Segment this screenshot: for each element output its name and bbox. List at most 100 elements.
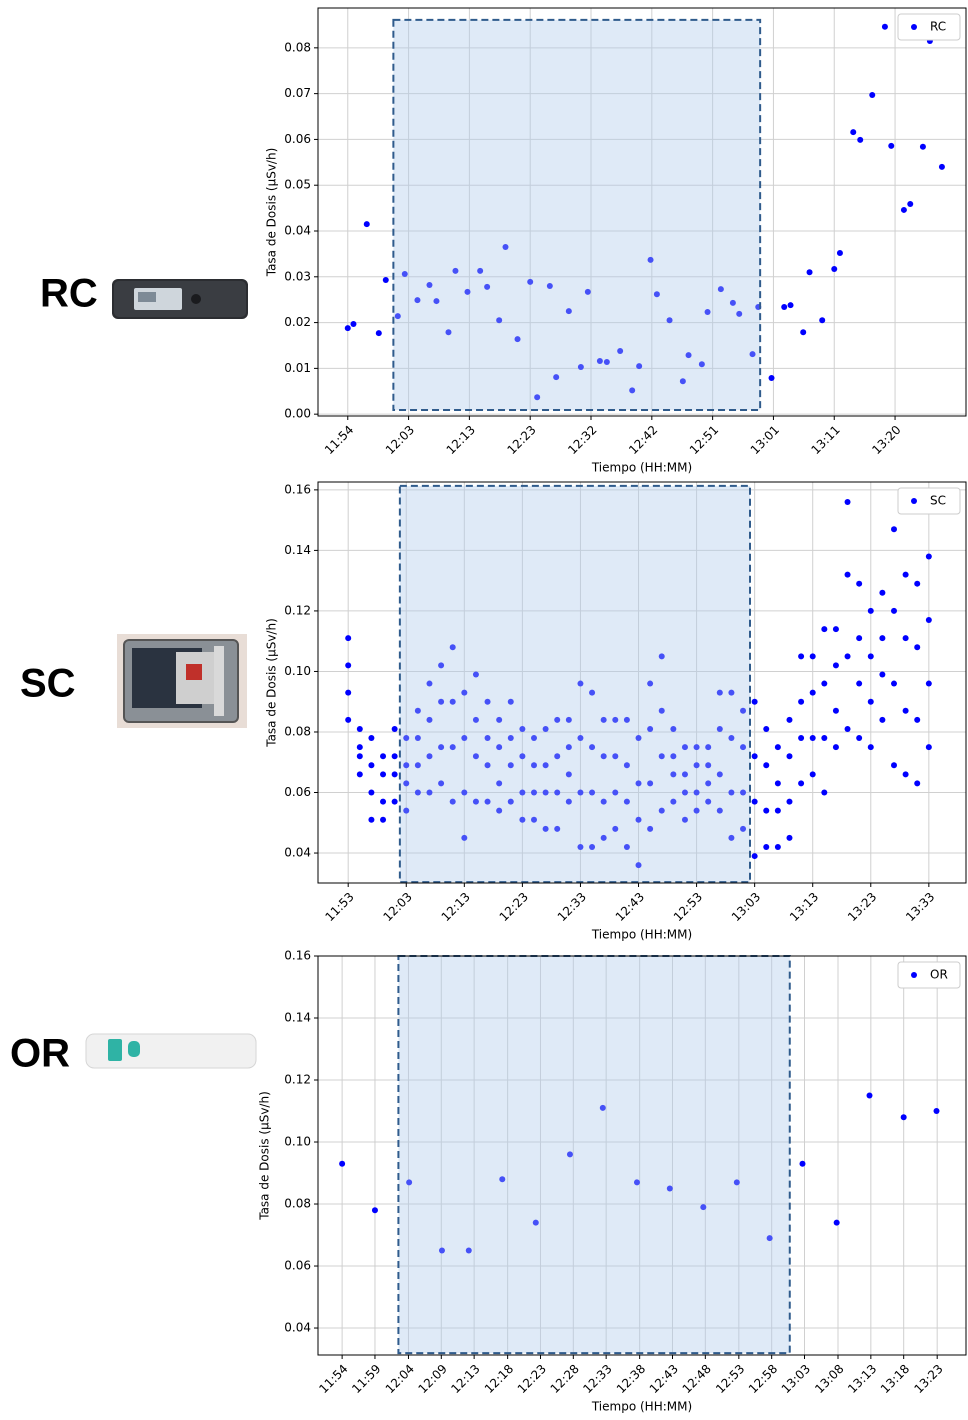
data-point (345, 689, 352, 696)
data-point (679, 378, 686, 385)
data-point (356, 771, 363, 778)
data-point (546, 282, 553, 289)
data-point (857, 136, 864, 143)
y-tick-label: 0.08 (284, 1197, 311, 1211)
data-point (433, 298, 440, 305)
data-point (449, 798, 456, 805)
plot-frame (317, 481, 967, 884)
data-point (670, 798, 677, 805)
data-point (414, 297, 421, 304)
chart: 0.04 0.06 0.08 0.10 0.12 0.14 0.16 11:53 12:03 12… (265, 481, 967, 942)
data-point (534, 394, 541, 401)
x-tick-label: 11:54 (316, 1362, 350, 1396)
x-tick-label: 12:53 (671, 890, 705, 924)
panel-label: RC (40, 272, 98, 316)
data-point (382, 277, 389, 283)
data-point (647, 780, 654, 787)
y-tick-label: 0.10 (284, 1135, 311, 1149)
y-tick-label: 0.12 (284, 603, 311, 617)
data-point (900, 1114, 907, 1121)
data-point (507, 698, 514, 705)
data-point (426, 789, 433, 796)
data-point (589, 789, 596, 796)
data-point (589, 744, 596, 751)
data-point (403, 780, 410, 787)
data-point (658, 653, 665, 660)
panel-label: SC (20, 662, 76, 706)
data-point (603, 358, 610, 365)
highlight-region (397, 955, 791, 1355)
legend-box (897, 961, 961, 989)
x-tick-label: 12:58 (746, 1362, 780, 1396)
data-point (705, 744, 712, 751)
data-point (484, 798, 491, 805)
data-point (554, 789, 561, 796)
plot-frame (317, 955, 967, 1356)
data-point (729, 299, 736, 306)
data-point (786, 716, 793, 723)
data-point (658, 753, 665, 760)
data-point (658, 807, 665, 814)
data-point (705, 798, 712, 805)
data-point (371, 1207, 378, 1214)
data-point (866, 1092, 873, 1099)
data-point (426, 753, 433, 760)
data-point (902, 635, 909, 642)
data-point (472, 798, 479, 805)
data-point (647, 256, 654, 263)
data-point (751, 853, 758, 860)
data-point (527, 278, 534, 285)
data-point (375, 330, 382, 337)
data-point (832, 707, 839, 714)
data-point (514, 336, 521, 343)
data-point (612, 789, 619, 796)
data-point (670, 753, 677, 760)
y-tick-label: 0.12 (284, 1073, 311, 1087)
x-tick-label: 13:23 (845, 890, 879, 924)
data-point (900, 206, 907, 213)
data-point (461, 689, 468, 696)
data-point (821, 735, 828, 742)
data-point (635, 816, 642, 823)
data-point (426, 680, 433, 687)
data-point (368, 816, 375, 823)
y-tick-label: 0.06 (284, 785, 311, 799)
data-point (763, 762, 770, 769)
data-point (339, 1160, 346, 1167)
data-point (716, 725, 723, 732)
x-tick-label: 12:28 (548, 1362, 582, 1396)
data-point (596, 358, 603, 365)
y-tick-label: 0.06 (284, 1259, 311, 1273)
data-point (617, 347, 624, 354)
data-point (472, 753, 479, 760)
data-point (867, 653, 874, 660)
data-point (472, 716, 479, 723)
x-tick-label: 12:09 (416, 1362, 450, 1396)
data-point (577, 789, 584, 796)
data-point (681, 789, 688, 796)
data-point (414, 707, 421, 714)
data-point (751, 798, 758, 805)
x-axis-label: Tiempo (HH:MM) (591, 1400, 692, 1414)
data-point (496, 807, 503, 814)
x-tick-label: 13:03 (779, 1362, 813, 1396)
data-point (589, 689, 596, 696)
data-point (844, 498, 851, 505)
x-tick-label: 11:54 (322, 423, 356, 457)
data-point (933, 1108, 940, 1115)
x-tick-label: 12:04 (383, 1362, 417, 1396)
data-point (368, 789, 375, 796)
data-point (464, 288, 471, 295)
device-image (85, 1033, 257, 1069)
data-point (484, 735, 491, 742)
data-point (736, 310, 743, 317)
data-point (740, 744, 747, 751)
data-point (565, 771, 572, 778)
data-point (653, 291, 660, 298)
x-tick-label: 12:03 (380, 890, 414, 924)
y-tick-label: 0.05 (284, 178, 311, 192)
data-point (647, 725, 654, 732)
data-point (635, 735, 642, 742)
data-point (800, 329, 807, 336)
data-point (716, 689, 723, 696)
